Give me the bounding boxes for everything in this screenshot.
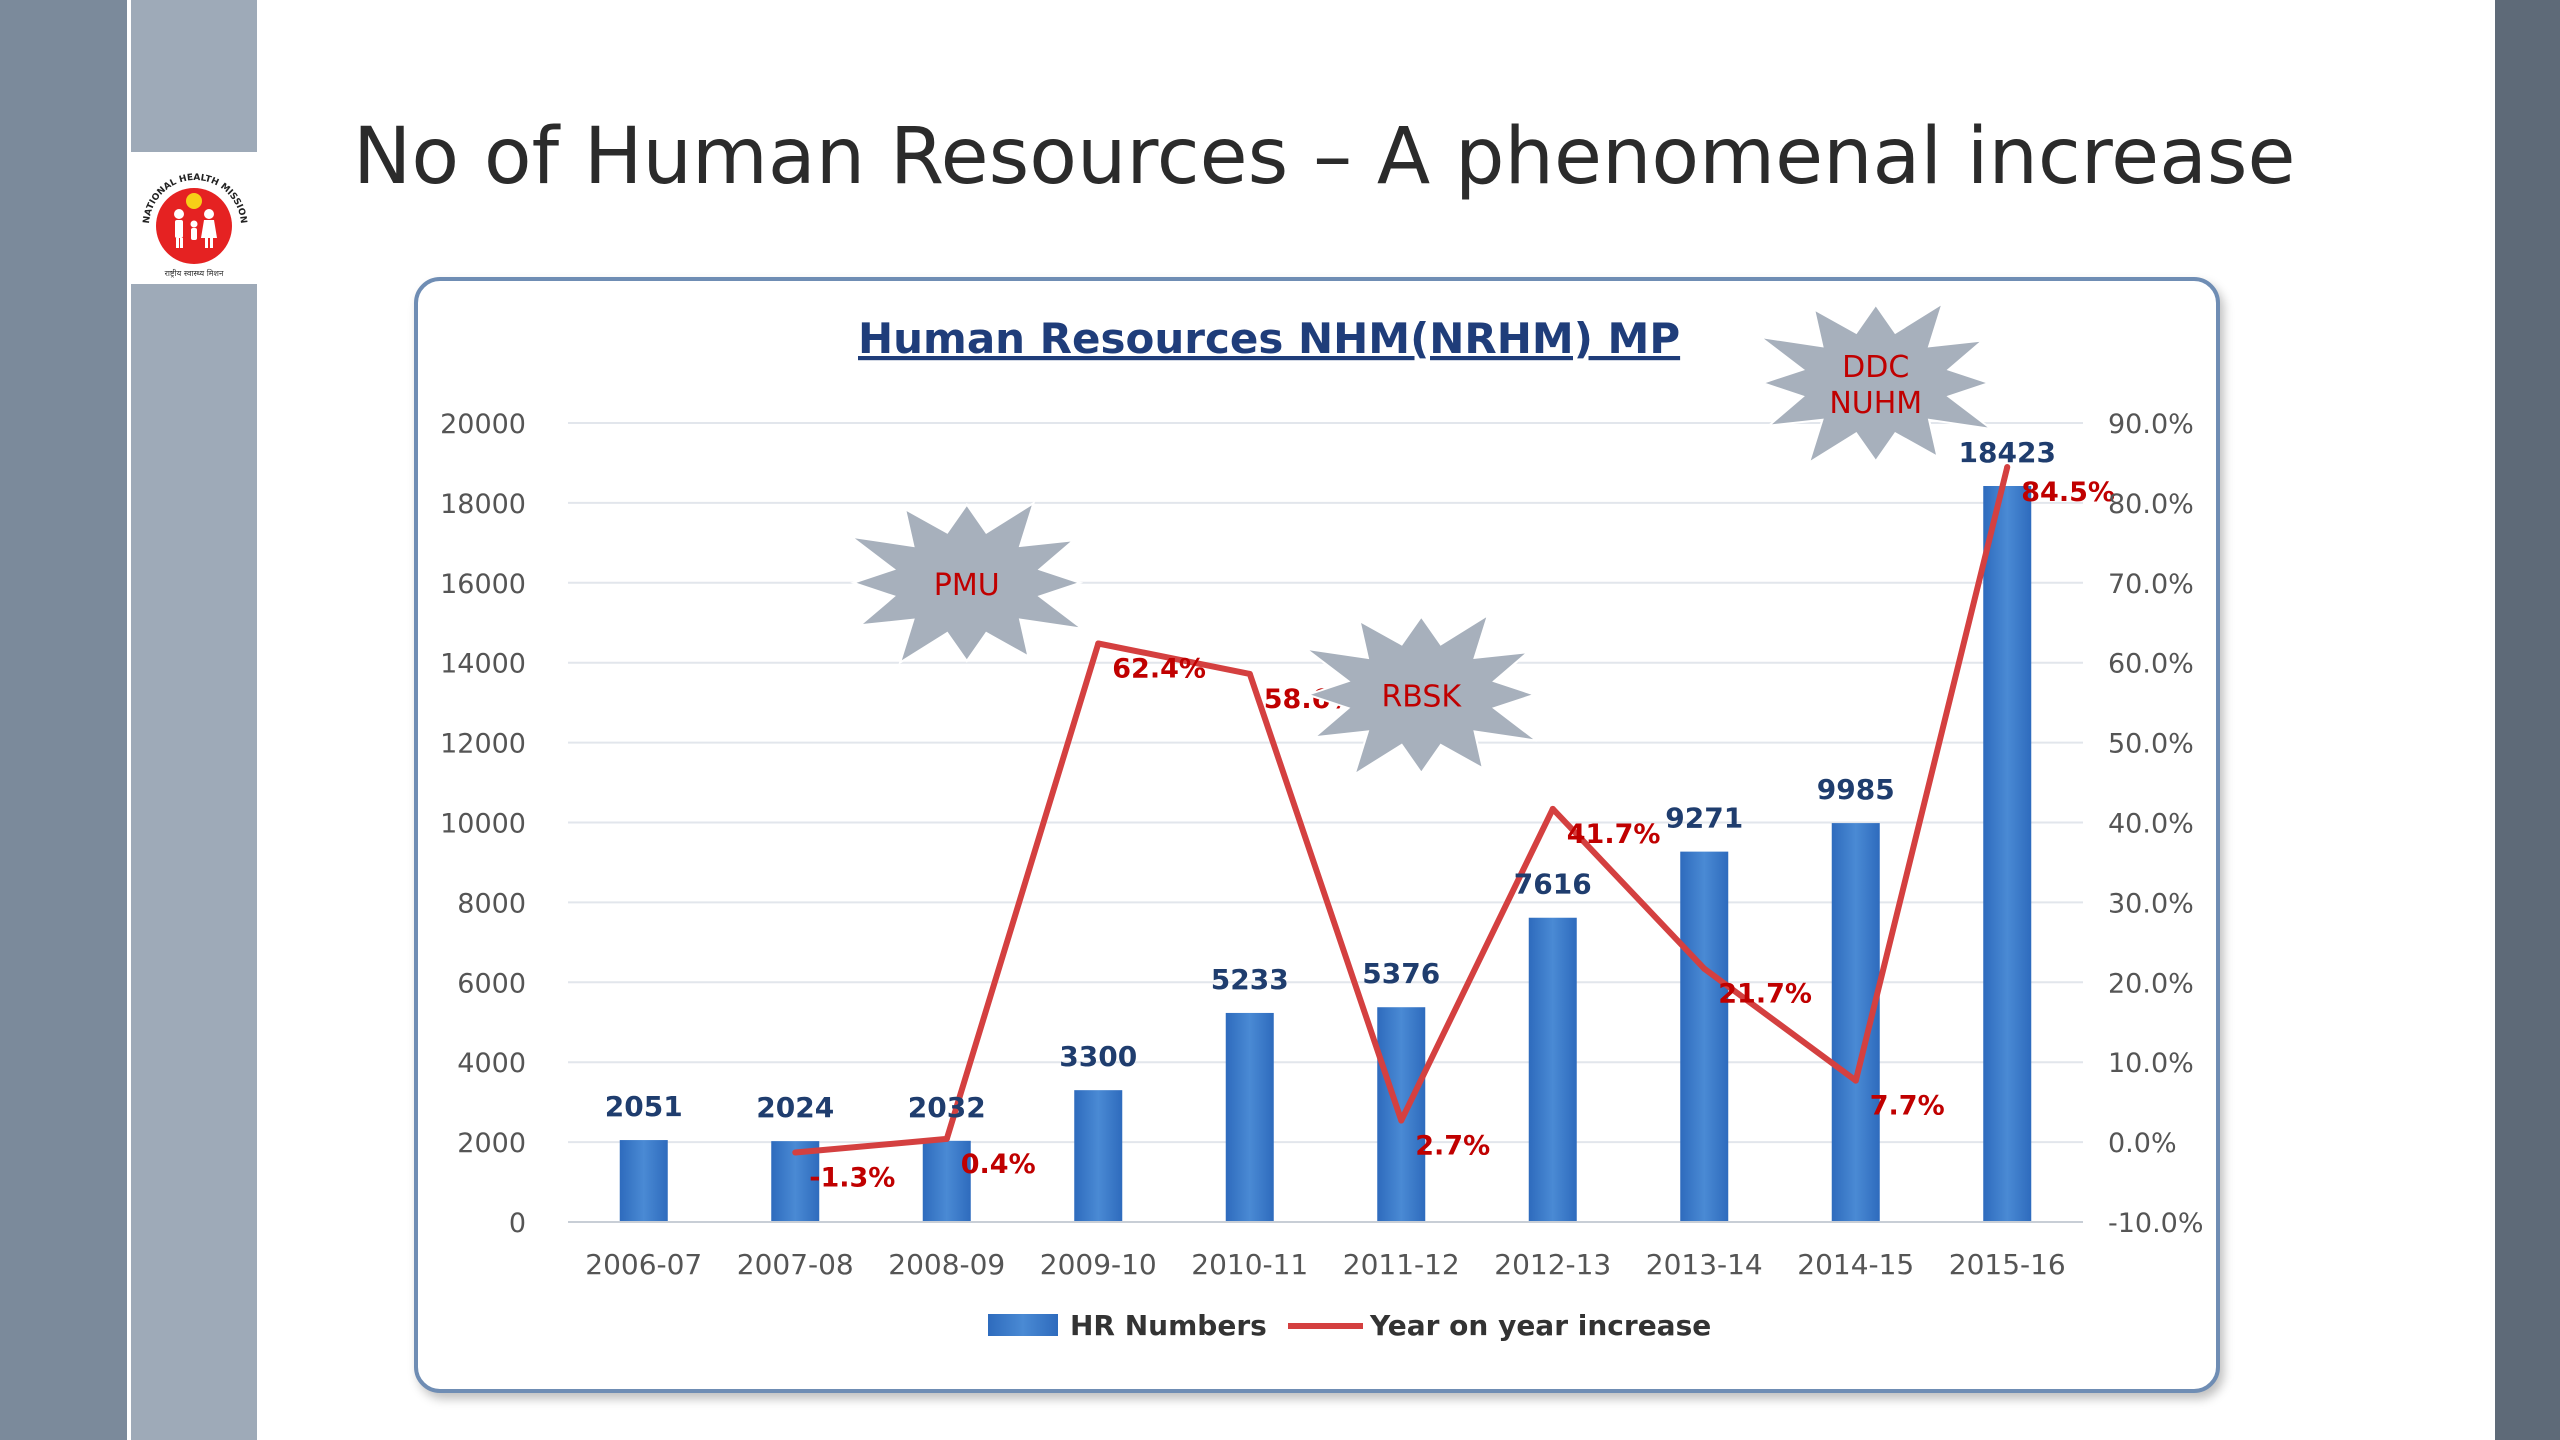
- line-series: [792, 463, 2011, 1156]
- left-side-band: [0, 0, 127, 1440]
- y2-tick-label: 10.0%: [2108, 1048, 2194, 1079]
- x-tick-label: 2015-16: [1949, 1248, 2066, 1281]
- x-tick-label: 2014-15: [1797, 1248, 1914, 1281]
- bar-value-label: 7616: [1514, 868, 1592, 901]
- x-tick-label: 2011-12: [1343, 1248, 1460, 1281]
- bar: [1983, 486, 2032, 1222]
- bar-value-label: 9271: [1665, 802, 1743, 835]
- line-point: [1246, 670, 1253, 677]
- legend-swatch-bars: [988, 1314, 1058, 1336]
- annotation-burst: [850, 500, 1084, 665]
- legend-label: HR Numbers: [1070, 1309, 1267, 1342]
- axes: 0 -10.0% 2000 0.0% 4000 10.0% 6000 20.0% 8000 30.…: [440, 409, 2203, 1281]
- line-point: [1398, 1117, 1405, 1124]
- y-tick-label: 16000: [440, 569, 526, 600]
- line-point: [2004, 463, 2011, 470]
- page-title: No of Human Resources – A phenomenal inc…: [353, 112, 2296, 202]
- y2-tick-label: 20.0%: [2108, 968, 2194, 999]
- bar-value-label: 5376: [1362, 957, 1440, 990]
- legend: HR Numbers Year on year increase: [988, 1309, 1711, 1342]
- x-tick-label: 2009-10: [1040, 1248, 1157, 1281]
- line-value-label: 41.7%: [1567, 819, 1661, 850]
- bar: [619, 1140, 668, 1222]
- bar: [1528, 917, 1577, 1222]
- combo-chart: 2051 2024 2032 3300 5233 5376 7616 9271 9985 1842…: [440, 301, 2204, 1342]
- line-value-label: 62.4%: [1112, 654, 1206, 685]
- line-point: [943, 1135, 950, 1142]
- bar: [1225, 1012, 1274, 1222]
- x-tick-label: 2007-08: [737, 1248, 854, 1281]
- annotation-label: NUHM: [1829, 386, 1922, 421]
- bar-value-label: 2024: [756, 1091, 834, 1124]
- logo-sub-text: राष्ट्रीय स्वास्थ्य मिशन: [165, 268, 224, 278]
- y2-tick-label: 50.0%: [2108, 729, 2194, 760]
- line-point: [1549, 805, 1556, 812]
- x-tick-label: 2008-09: [888, 1248, 1005, 1281]
- line-point: [1095, 640, 1102, 647]
- y2-tick-label: 80.0%: [2108, 489, 2194, 520]
- right-side-band: [2495, 0, 2560, 1440]
- bar: [1074, 1090, 1123, 1222]
- bar-value-label: 3300: [1059, 1040, 1137, 1073]
- line-value-label: 0.4%: [961, 1149, 1036, 1180]
- y-tick-label: 18000: [440, 489, 526, 520]
- bar-series: [619, 486, 2032, 1222]
- line-point: [1701, 965, 1708, 972]
- annotation-burst: [1304, 612, 1538, 777]
- y2-tick-label: 90.0%: [2108, 409, 2194, 440]
- line-value-label: 84.5%: [2021, 477, 2115, 508]
- x-tick-label: 2006-07: [585, 1248, 702, 1281]
- line-value-label: -1.3%: [809, 1162, 895, 1193]
- bar: [1680, 851, 1729, 1222]
- y-tick-label: 0: [509, 1208, 526, 1239]
- line-value-label: 2.7%: [1415, 1131, 1490, 1162]
- left-divider: [127, 0, 131, 1440]
- y2-tick-label: 40.0%: [2108, 809, 2194, 840]
- x-tick-label: 2013-14: [1646, 1248, 1763, 1281]
- bar: [922, 1140, 971, 1222]
- annotation-burst: [1759, 301, 1993, 465]
- legend-label: Year on year increase: [1369, 1309, 1711, 1342]
- y-tick-label: 12000: [440, 729, 526, 760]
- y-tick-label: 6000: [457, 968, 526, 999]
- line-point: [792, 1149, 799, 1156]
- chart-frame: 2051 2024 2032 3300 5233 5376 7616 9271 9985 1842…: [414, 277, 2220, 1393]
- annotation-label: PMU: [934, 568, 1000, 603]
- bar-value-label: 5233: [1211, 963, 1289, 996]
- bar-value-label: 2051: [605, 1090, 683, 1123]
- bar-value-label: 18423: [1959, 436, 2056, 469]
- y-tick-label: 20000: [440, 409, 526, 440]
- line-value-label: 21.7%: [1718, 979, 1812, 1010]
- y2-tick-label: -10.0%: [2108, 1208, 2204, 1239]
- y2-tick-label: 0.0%: [2108, 1128, 2177, 1159]
- annotation-label: RBSK: [1381, 680, 1462, 715]
- y2-tick-label: 60.0%: [2108, 649, 2194, 680]
- x-tick-label: 2012-13: [1494, 1248, 1611, 1281]
- line-point: [1852, 1077, 1859, 1084]
- y-tick-label: 2000: [457, 1128, 526, 1159]
- data-labels: 2051 2024 2032 3300 5233 5376 7616 9271 9985 1842…: [605, 436, 2115, 1193]
- y-tick-label: 4000: [457, 1048, 526, 1079]
- bar-value-label: 9985: [1817, 773, 1895, 806]
- bar-value-label: 2032: [908, 1091, 986, 1124]
- y2-tick-label: 70.0%: [2108, 569, 2194, 600]
- line-value-label: 7.7%: [1870, 1091, 1945, 1122]
- y2-tick-label: 30.0%: [2108, 888, 2194, 919]
- chart-title: Human Resources NHM(NRHM) MP: [858, 314, 1680, 363]
- annotation-label: DDC: [1842, 350, 1909, 385]
- x-tick-label: 2010-11: [1191, 1248, 1308, 1281]
- national-health-mission-logo-icon: NATIONAL HEALTH MISSION राष्ट्रीय स्वास्…: [142, 173, 248, 278]
- nhm-logo: NATIONAL HEALTH MISSION राष्ट्रीय स्वास्…: [131, 152, 257, 284]
- y-tick-label: 10000: [440, 809, 526, 840]
- y-tick-label: 8000: [457, 888, 526, 919]
- y-tick-label: 14000: [440, 649, 526, 680]
